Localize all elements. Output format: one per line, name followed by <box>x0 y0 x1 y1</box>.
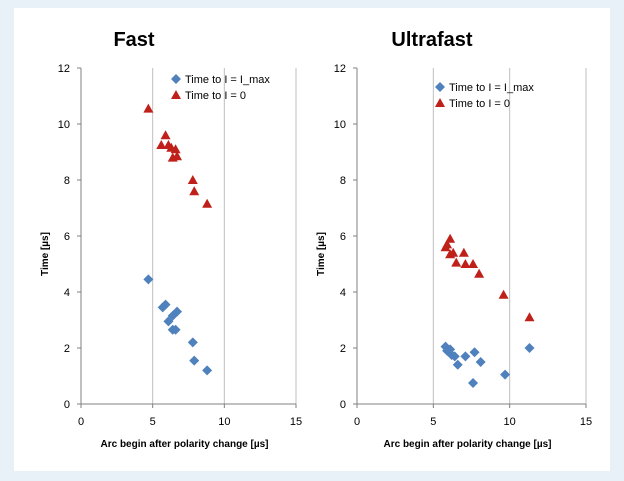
x-tick-label: 10 <box>504 416 516 428</box>
chart-title: Fast <box>113 29 154 51</box>
legend-label-imax: Time to I = I_max <box>449 82 534 94</box>
data-point-imax <box>160 299 171 310</box>
data-point-izero <box>143 103 154 113</box>
chart-ultrafast: Ultrafast 0 2 4 6 8 10 12 0 5 10 15 Arc begin after … <box>316 29 592 450</box>
data-point-imax <box>170 324 181 335</box>
legend-marker-imax <box>435 82 445 92</box>
legend-label-izero: Time to I = 0 <box>185 90 246 102</box>
chart-fast: Fast 0 2 4 6 8 10 12 0 5 10 15 Arc begin after polar… <box>40 29 302 450</box>
data-point-izero <box>172 151 183 161</box>
y-tick-label: 6 <box>340 231 346 243</box>
data-point-imax <box>187 337 198 348</box>
data-point-izero <box>156 140 167 149</box>
chart-title: Ultrafast <box>391 29 472 51</box>
y-axis-label: Time [µs] <box>316 232 327 276</box>
data-point-izero <box>451 257 462 267</box>
data-point-izero <box>458 247 469 257</box>
data-point-izero <box>170 144 181 154</box>
data-point-imax <box>469 347 480 358</box>
legend-marker-izero <box>435 98 445 107</box>
y-tick-label: 4 <box>64 287 70 299</box>
x-axis-label: Arc begin after polarity change [µs] <box>383 439 551 450</box>
data-point-izero <box>468 259 479 268</box>
data-point-izero <box>442 239 453 249</box>
x-axis-label: Arc begin after polarity change [µs] <box>100 439 268 450</box>
data-point-imax <box>449 351 460 362</box>
legend-label-imax: Time to I = I_max <box>185 74 270 86</box>
y-tick-label: 2 <box>64 343 70 355</box>
data-point-imax <box>524 343 535 353</box>
legend-label-izero: Time to I = 0 <box>449 98 510 110</box>
y-tick-label: 0 <box>340 399 346 411</box>
scatter-figure: Fast 0 2 4 6 8 10 12 0 5 10 15 Arc begin after polar… <box>40 29 592 450</box>
data-point-izero <box>460 259 471 268</box>
data-point-imax <box>189 355 200 366</box>
x-tick-label: 0 <box>354 416 360 428</box>
legend-marker-imax <box>171 74 181 84</box>
data-point-izero <box>448 247 459 257</box>
data-point-imax <box>172 306 183 317</box>
y-tick-label: 0 <box>64 399 70 411</box>
y-tick-label: 8 <box>340 175 346 187</box>
data-point-izero <box>160 130 171 140</box>
data-point-imax <box>468 378 479 388</box>
data-point-imax <box>143 274 154 285</box>
legend-marker-izero <box>171 90 181 99</box>
data-point-imax <box>460 351 471 362</box>
y-tick-label: 12 <box>58 63 70 75</box>
y-axis-label: Time [µs] <box>40 232 51 276</box>
data-point-imax <box>452 359 463 370</box>
figure-card: Fast 0 2 4 6 8 10 12 0 5 10 15 Arc begin after polar… <box>14 8 610 471</box>
x-tick-label: 0 <box>78 416 84 428</box>
data-point-imax <box>202 365 213 376</box>
data-point-izero <box>524 312 535 322</box>
y-tick-label: 12 <box>334 63 346 75</box>
y-tick-label: 2 <box>340 343 346 355</box>
y-tick-label: 10 <box>58 119 70 131</box>
data-point-imax <box>500 369 511 380</box>
data-point-izero <box>445 233 456 243</box>
y-tick-label: 8 <box>64 175 70 187</box>
y-tick-label: 6 <box>64 231 70 243</box>
x-tick-label: 5 <box>150 416 156 428</box>
data-point-izero <box>474 268 485 278</box>
data-point-izero <box>498 289 509 299</box>
y-tick-label: 4 <box>340 287 346 299</box>
data-point-izero <box>189 186 200 196</box>
x-tick-label: 15 <box>580 416 592 428</box>
data-point-izero <box>187 175 198 184</box>
data-point-izero <box>202 198 213 208</box>
x-tick-label: 5 <box>430 416 436 428</box>
x-tick-label: 15 <box>290 416 302 428</box>
data-point-imax <box>475 357 486 367</box>
x-tick-label: 10 <box>218 416 230 428</box>
y-tick-label: 10 <box>334 119 346 131</box>
